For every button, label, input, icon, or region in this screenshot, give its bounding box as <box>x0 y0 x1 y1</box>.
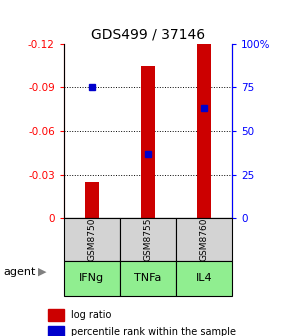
Bar <box>176 261 232 296</box>
Text: GSM8750: GSM8750 <box>87 218 96 261</box>
Bar <box>64 261 120 296</box>
Text: agent: agent <box>3 266 35 277</box>
Text: TNFa: TNFa <box>134 273 162 283</box>
Bar <box>120 218 176 261</box>
Bar <box>176 218 232 261</box>
Text: GSM8760: GSM8760 <box>200 218 209 261</box>
Text: log ratio: log ratio <box>71 310 112 320</box>
Text: IFNg: IFNg <box>79 273 104 283</box>
Text: percentile rank within the sample: percentile rank within the sample <box>71 327 236 336</box>
Text: ▶: ▶ <box>38 266 46 277</box>
Text: IL4: IL4 <box>196 273 212 283</box>
Bar <box>120 261 176 296</box>
Bar <box>85 182 99 218</box>
Title: GDS499 / 37146: GDS499 / 37146 <box>91 27 205 41</box>
Text: GSM8755: GSM8755 <box>143 218 153 261</box>
Bar <box>64 218 120 261</box>
Bar <box>197 44 211 218</box>
Bar <box>48 326 64 336</box>
Bar <box>48 309 64 321</box>
Bar <box>141 66 155 218</box>
